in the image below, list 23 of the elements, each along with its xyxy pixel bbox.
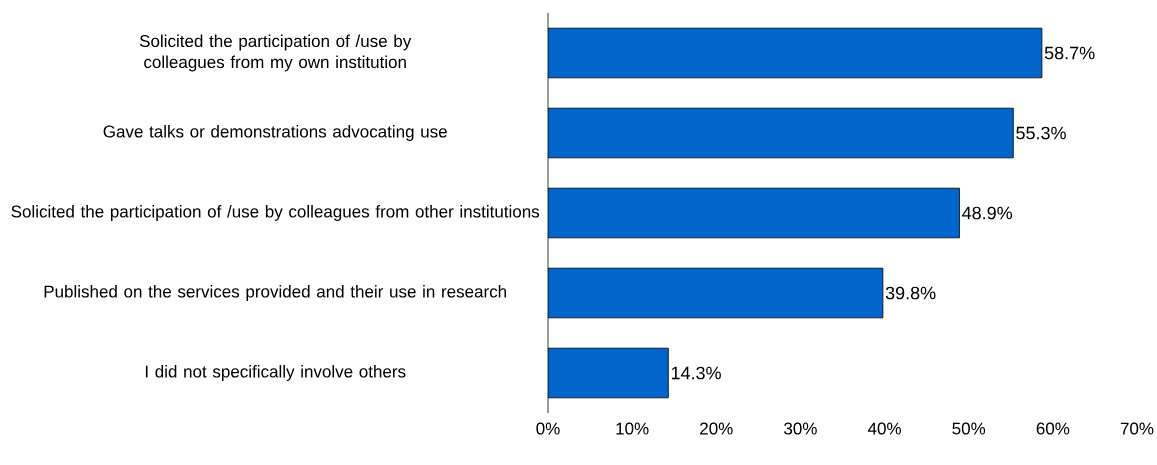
x-tick-label: 60% xyxy=(1036,422,1070,435)
x-tick-label: 40% xyxy=(867,422,901,435)
y-tick-label: Published on the services provided and their use in research xyxy=(44,285,507,301)
data-label: 48.9% xyxy=(962,206,1013,220)
x-tick-label: 20% xyxy=(700,422,733,435)
bar xyxy=(548,187,960,239)
y-tick-label: Gave talks or demonstrations advocating use xyxy=(103,125,447,141)
y-tick-label: I did not specifically involve others xyxy=(145,365,406,381)
data-label: 39.8% xyxy=(885,286,936,300)
bar xyxy=(548,347,669,399)
bar xyxy=(548,267,884,319)
bar xyxy=(548,27,1043,79)
bar xyxy=(548,107,1014,159)
y-tick-label: Solicited the participation of /use by colleagues from my own institution xyxy=(139,34,412,72)
x-tick-label: 30% xyxy=(784,422,817,435)
data-label: 14.3% xyxy=(671,366,721,380)
data-label: 58.7% xyxy=(1044,46,1095,60)
y-tick-label: Solicited the participation of /use by colleagues from other institutions xyxy=(11,205,540,221)
x-tick-label: 10% xyxy=(616,422,649,435)
data-label: 55.3% xyxy=(1016,126,1066,140)
x-tick-label: 70% xyxy=(1120,422,1154,435)
x-tick-label: 0% xyxy=(536,422,560,435)
x-tick-label: 50% xyxy=(952,422,986,435)
